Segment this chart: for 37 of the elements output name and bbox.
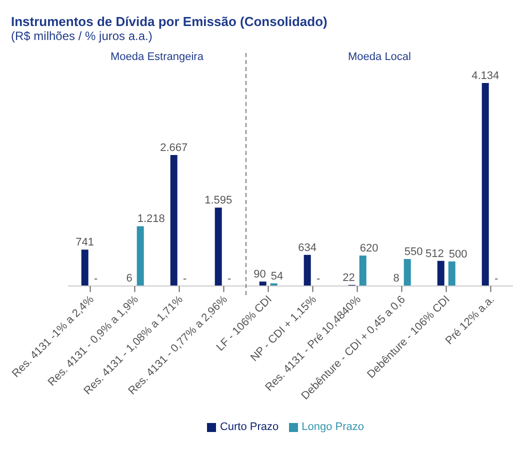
- data-label: 620: [360, 242, 378, 255]
- data-label: -: [94, 273, 98, 285]
- text: Moeda Estrangeira: [110, 51, 204, 63]
- bar: [482, 83, 489, 286]
- data-label: 500: [448, 248, 468, 260]
- data-label: 741: [76, 236, 94, 249]
- data-label: -: [494, 273, 499, 285]
- data-label: 550: [404, 246, 423, 258]
- data-label: 22: [342, 272, 355, 284]
- data-label: 8: [393, 272, 400, 285]
- chart-title: Instrumentos de Dívida por Emissão (Consolidado): [10, 13, 328, 29]
- bar: [304, 254, 311, 286]
- data-label: 4.134: [472, 70, 500, 82]
- bar: [437, 260, 444, 286]
- data-label: 634: [298, 242, 317, 254]
- data-label: 90: [254, 268, 266, 281]
- chart-subtitle: (R$ milhões / % juros a.a.): [10, 29, 154, 43]
- bar: [404, 258, 411, 286]
- data-label: 6: [126, 272, 132, 285]
- legend-label: Curto Prazo: [220, 421, 279, 433]
- legend-label: Longo Prazo: [302, 421, 364, 433]
- data-label: -: [183, 273, 188, 285]
- bar: [214, 208, 222, 286]
- text: Moeda Local: [347, 51, 412, 63]
- bar: [81, 250, 88, 286]
- data-label: 2.667: [160, 142, 188, 154]
- bar: [170, 155, 178, 286]
- data-label: 1.218: [137, 213, 165, 226]
- data-label: 512: [425, 248, 444, 260]
- data-label: -: [228, 273, 232, 285]
- bar: [136, 226, 144, 286]
- data-label: 1.595: [204, 194, 232, 207]
- bar: [259, 282, 266, 286]
- data-label: 54: [270, 270, 284, 282]
- bar: [359, 256, 366, 286]
- bar: [448, 261, 456, 286]
- data-label: -: [316, 273, 321, 285]
